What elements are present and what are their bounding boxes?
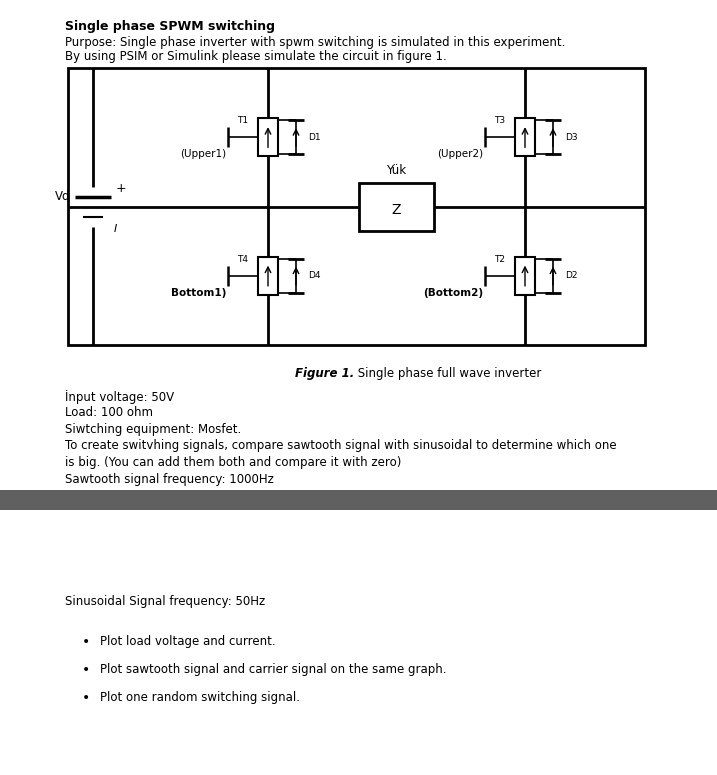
- Text: T3: T3: [495, 116, 505, 126]
- Text: To create switvhing signals, compare sawtooth signal with sinusoidal to determin: To create switvhing signals, compare saw…: [65, 439, 617, 453]
- Text: Load: 100 ohm: Load: 100 ohm: [65, 407, 153, 419]
- Text: Plot load voltage and current.: Plot load voltage and current.: [100, 635, 275, 648]
- Text: D4: D4: [308, 271, 320, 281]
- Text: is big. (You can add them both and compare it with zero): is big. (You can add them both and compa…: [65, 456, 402, 469]
- Text: Single phase full wave inverter: Single phase full wave inverter: [354, 367, 542, 380]
- Text: D2: D2: [565, 271, 577, 281]
- Text: Plot one random switching signal.: Plot one random switching signal.: [100, 691, 300, 704]
- Text: I: I: [114, 223, 118, 233]
- Text: Single phase SPWM switching: Single phase SPWM switching: [65, 20, 275, 33]
- Bar: [515, 257, 535, 294]
- Text: Bottom1): Bottom1): [171, 288, 226, 298]
- Text: •: •: [82, 663, 90, 677]
- Text: •: •: [82, 635, 90, 649]
- Bar: [359, 182, 434, 230]
- Text: Z: Z: [391, 202, 402, 216]
- Bar: [258, 257, 278, 294]
- Text: Purpose: Single phase inverter with spwm switching is simulated in this experime: Purpose: Single phase inverter with spwm…: [65, 36, 566, 49]
- Bar: [0, 490, 717, 510]
- Text: T2: T2: [495, 255, 505, 264]
- Text: T4: T4: [237, 255, 249, 264]
- Text: By using PSIM or Simulink please simulate the circuit in figure 1.: By using PSIM or Simulink please simulat…: [65, 50, 447, 63]
- Text: +: +: [116, 182, 127, 195]
- Text: Vd: Vd: [54, 190, 70, 203]
- Text: Sinusoidal Signal frequency: 50Hz: Sinusoidal Signal frequency: 50Hz: [65, 595, 265, 608]
- Text: D1: D1: [308, 133, 320, 142]
- Text: (Bottom2): (Bottom2): [423, 288, 483, 298]
- Bar: [68, 68, 645, 345]
- Text: (Upper1): (Upper1): [180, 150, 226, 159]
- Text: D3: D3: [565, 133, 578, 142]
- Bar: [515, 119, 535, 157]
- Text: (Upper2): (Upper2): [437, 150, 483, 159]
- Text: İnput voltage: 50V: İnput voltage: 50V: [65, 390, 174, 404]
- Text: Yük: Yük: [386, 164, 407, 177]
- Text: T1: T1: [237, 116, 249, 126]
- Text: Sawtooth signal frequency: 1000Hz: Sawtooth signal frequency: 1000Hz: [65, 473, 274, 485]
- Bar: [258, 119, 278, 157]
- Text: Plot sawtooth signal and carrier signal on the same graph.: Plot sawtooth signal and carrier signal …: [100, 663, 447, 676]
- Text: Siwtching equipment: Mosfet.: Siwtching equipment: Mosfet.: [65, 423, 241, 436]
- Text: •: •: [82, 691, 90, 705]
- Text: Figure 1.: Figure 1.: [295, 367, 354, 380]
